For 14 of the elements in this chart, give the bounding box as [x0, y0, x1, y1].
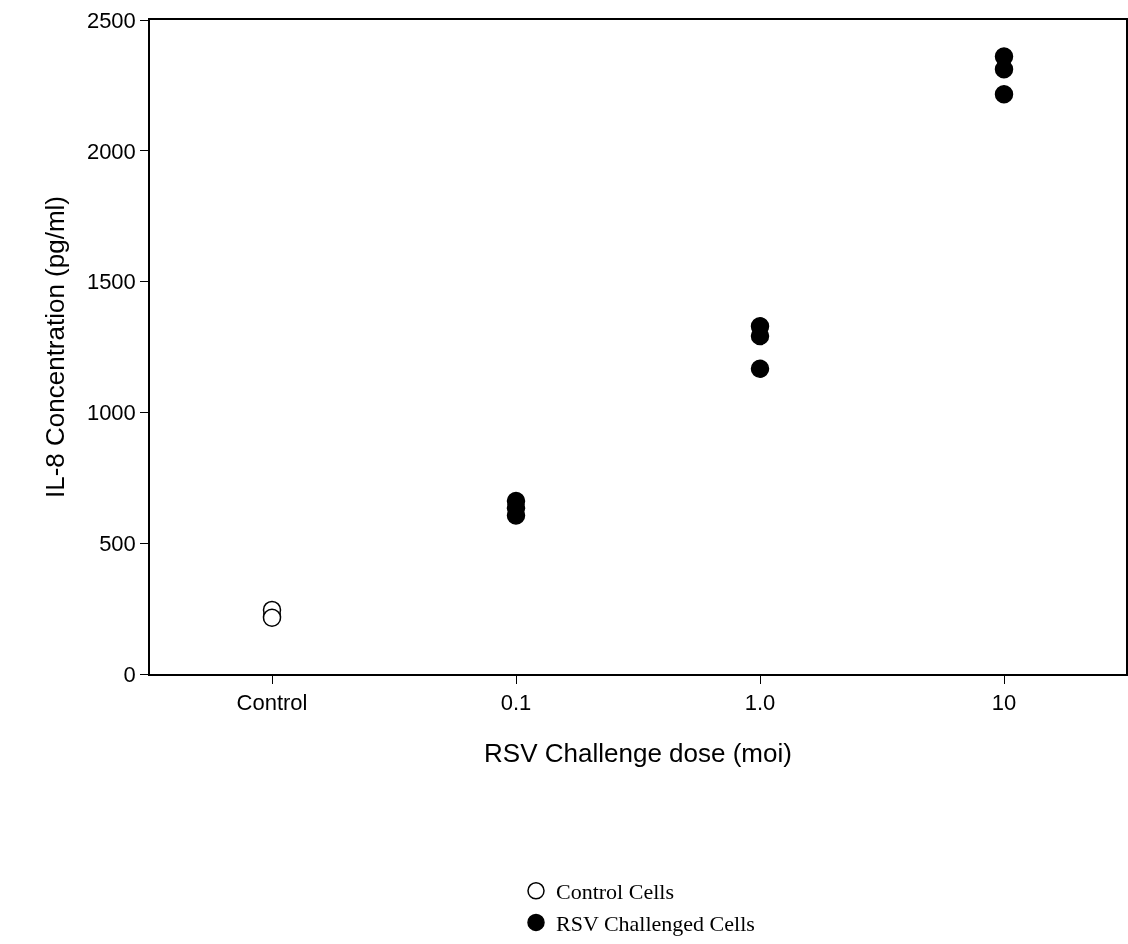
x-tick-label: 0.1 [500, 690, 532, 716]
x-tick-label: 1.0 [744, 690, 776, 716]
x-tick-label: Control [236, 690, 308, 716]
legend-label: RSV Challenged Cells [556, 910, 755, 936]
x-axis-title: RSV Challenge dose (moi) [484, 738, 792, 769]
legend-label: Control Cells [556, 879, 674, 905]
y-tick-label: 2000 [86, 138, 136, 164]
y-tick-label: 2500 [86, 7, 136, 33]
x-tick-label: 10 [991, 690, 1017, 716]
y-tick-label: 0 [123, 661, 136, 687]
y-axis-title: IL-8 Concentration (pg/ml) [39, 195, 70, 499]
y-tick-label: 1000 [86, 400, 136, 426]
y-tick-label: 1500 [86, 269, 136, 295]
y-tick-label: 500 [99, 530, 136, 556]
